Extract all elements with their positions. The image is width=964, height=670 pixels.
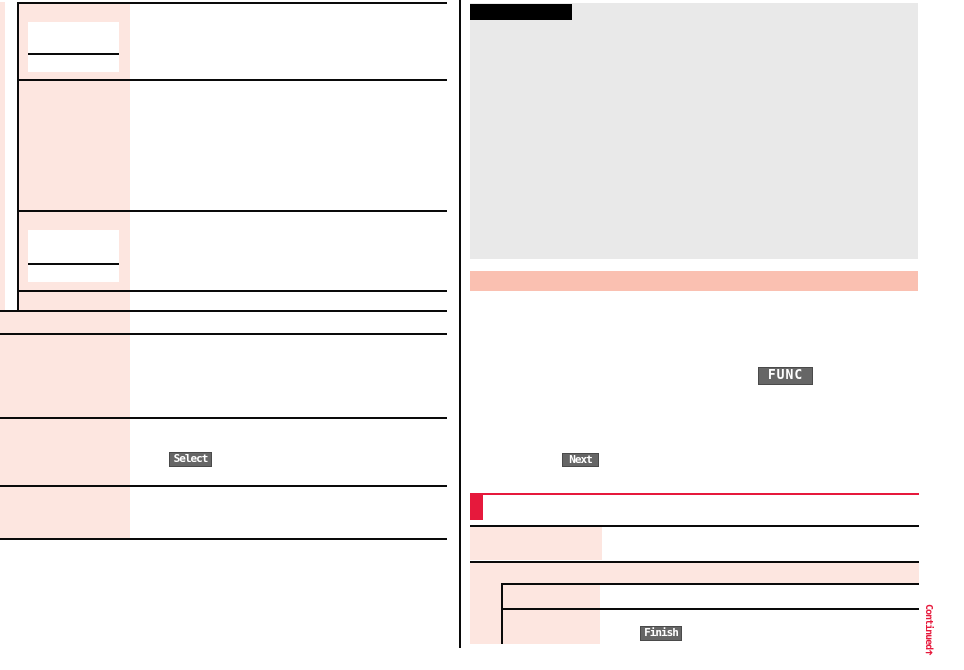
section-highlight-bar <box>470 271 918 291</box>
section-header-red-block <box>470 493 483 520</box>
table2-row-divider <box>0 485 447 487</box>
table2-top-border <box>0 310 447 312</box>
subsection-band <box>470 563 919 583</box>
key-image-box <box>28 22 119 72</box>
next-key-image: Next <box>562 453 599 467</box>
left-edge-cropped-cell <box>0 2 5 310</box>
settings-row-label-cell <box>470 527 602 560</box>
nested-table-row-divider <box>501 608 919 610</box>
nested-table-top-border <box>501 583 919 585</box>
page-spine-divider <box>459 0 461 648</box>
key-image-box-divider <box>28 263 119 265</box>
table2-row-divider <box>0 417 447 419</box>
func-key-image: FUNC <box>758 367 813 385</box>
table2-bottom-border <box>0 538 447 540</box>
continued-label: Continued <box>923 604 934 650</box>
screenshot-placeholder <box>470 3 918 259</box>
table1-left-border <box>17 2 19 312</box>
select-key-image: Select <box>169 452 212 467</box>
table1-top-border <box>17 2 447 4</box>
finish-key-image: Finish <box>640 626 682 641</box>
key-image-box-divider <box>28 53 119 55</box>
key-image-box <box>28 230 119 282</box>
table1-row-divider <box>17 79 447 81</box>
table2-label-column <box>0 312 130 538</box>
table1-row-divider <box>17 210 447 212</box>
settings-table-row-divider <box>470 561 919 563</box>
nested-table-left-border <box>501 585 503 644</box>
table2-row-divider <box>0 333 447 335</box>
table1-row-divider <box>17 290 447 292</box>
chapter-tab <box>470 4 572 20</box>
continued-arrow-icon: ➜ <box>925 646 933 662</box>
nested-table-label-area <box>470 583 600 644</box>
continued-marker: Continued ➜ <box>918 604 938 670</box>
settings-table-top-border <box>470 525 919 527</box>
section-header-rule <box>483 493 919 495</box>
